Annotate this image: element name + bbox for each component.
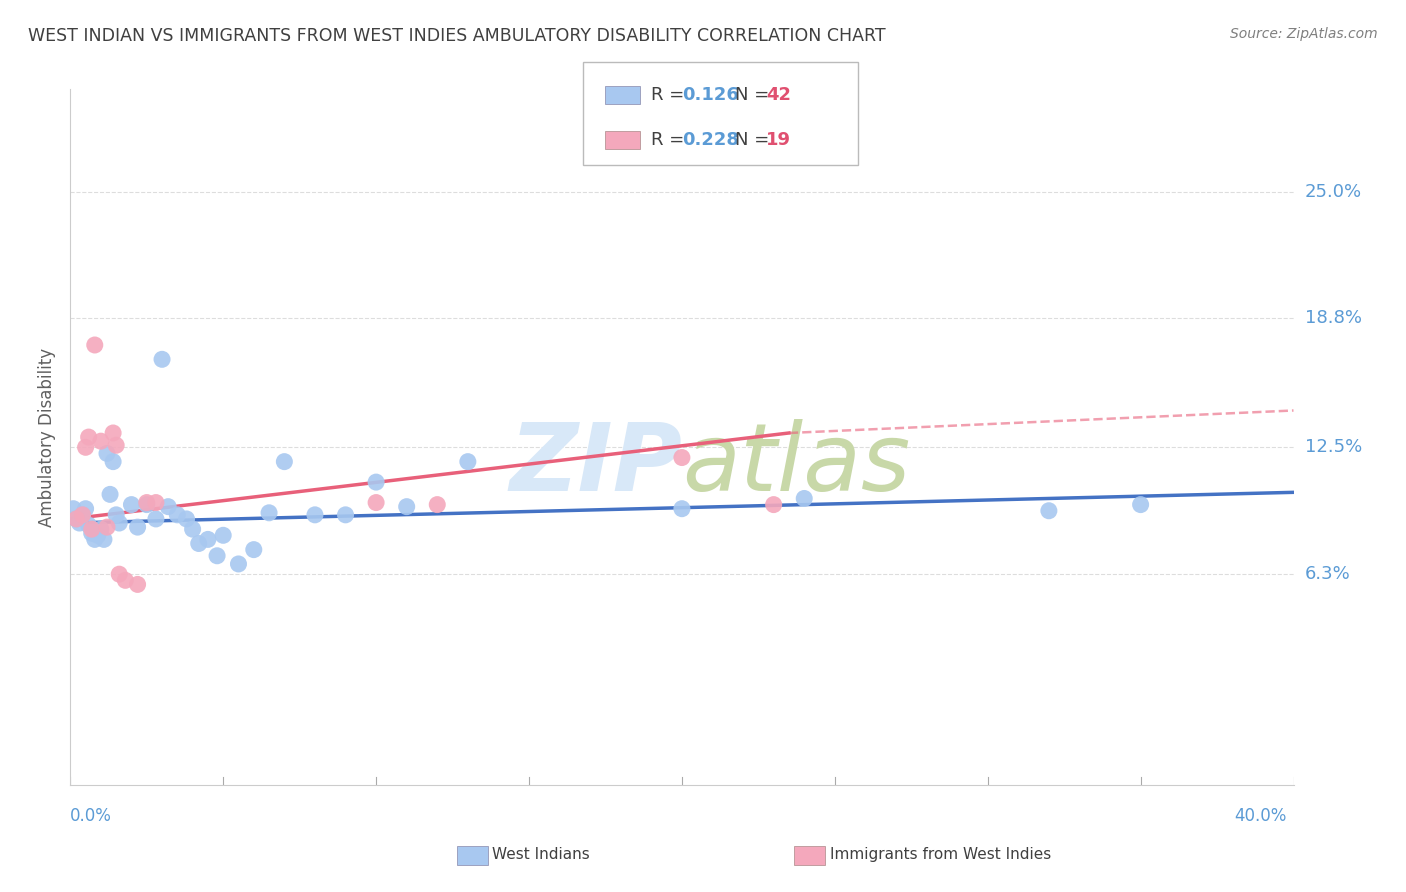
Text: atlas: atlas	[682, 419, 910, 510]
Point	[77, 518, 100, 533]
Text: 19: 19	[766, 131, 792, 149]
Point	[127, 577, 149, 591]
Point	[87, 528, 110, 542]
Point	[366, 495, 388, 509]
Point	[62, 501, 84, 516]
Point	[205, 549, 228, 563]
Point	[304, 508, 326, 522]
Text: R =: R =	[651, 131, 690, 149]
Point	[72, 508, 94, 522]
Text: N =: N =	[735, 131, 775, 149]
Point	[273, 455, 295, 469]
Point	[93, 533, 115, 547]
Text: 0.228: 0.228	[682, 131, 740, 149]
Y-axis label: Ambulatory Disability: Ambulatory Disability	[38, 348, 56, 526]
Text: N =: N =	[735, 86, 775, 104]
Text: ZIP: ZIP	[509, 419, 682, 511]
Point	[457, 455, 479, 469]
Point	[90, 434, 112, 449]
Point	[96, 446, 118, 460]
Text: Source: ZipAtlas.com: Source: ZipAtlas.com	[1230, 27, 1378, 41]
Point	[83, 533, 105, 547]
Point	[1129, 498, 1152, 512]
Point	[145, 512, 167, 526]
Point	[90, 522, 112, 536]
Point	[83, 338, 105, 352]
Point	[145, 495, 167, 509]
Point	[98, 487, 121, 501]
Point	[135, 495, 157, 509]
Point	[77, 430, 100, 444]
Point	[1038, 504, 1060, 518]
Point	[80, 526, 103, 541]
Text: WEST INDIAN VS IMMIGRANTS FROM WEST INDIES AMBULATORY DISABILITY CORRELATION CHA: WEST INDIAN VS IMMIGRANTS FROM WEST INDI…	[28, 27, 886, 45]
Point	[395, 500, 418, 514]
Point	[75, 501, 97, 516]
Point	[75, 440, 97, 454]
Point	[793, 491, 815, 506]
Point	[121, 498, 143, 512]
Point	[197, 533, 219, 547]
Point	[212, 528, 235, 542]
Point	[108, 567, 131, 582]
Text: West Indians: West Indians	[492, 847, 591, 862]
Point	[366, 475, 388, 489]
Point	[114, 574, 136, 588]
Point	[96, 520, 118, 534]
Point	[187, 536, 209, 550]
Text: 40.0%: 40.0%	[1234, 807, 1286, 825]
Point	[426, 498, 449, 512]
Point	[105, 508, 128, 522]
Text: 0.126: 0.126	[682, 86, 738, 104]
Point	[65, 512, 87, 526]
Point	[762, 498, 785, 512]
Point	[150, 352, 173, 367]
Point	[127, 520, 149, 534]
Text: 25.0%: 25.0%	[1305, 183, 1362, 201]
Text: 12.5%: 12.5%	[1305, 438, 1362, 457]
Point	[166, 508, 188, 522]
Point	[671, 450, 693, 465]
Point	[135, 498, 157, 512]
Point	[101, 455, 124, 469]
Point	[243, 542, 266, 557]
Point	[176, 512, 198, 526]
Point	[105, 438, 128, 452]
Point	[72, 508, 94, 522]
Text: 0.0%: 0.0%	[70, 807, 112, 825]
Point	[671, 501, 693, 516]
Point	[65, 512, 87, 526]
Point	[69, 516, 91, 530]
Point	[335, 508, 357, 522]
Point	[228, 557, 250, 571]
Point	[257, 506, 280, 520]
Text: 6.3%: 6.3%	[1305, 566, 1350, 583]
Point	[108, 516, 131, 530]
Text: 18.8%: 18.8%	[1305, 310, 1361, 327]
Text: R =: R =	[651, 86, 690, 104]
Point	[101, 425, 124, 440]
Text: Immigrants from West Indies: Immigrants from West Indies	[830, 847, 1050, 862]
Point	[181, 522, 204, 536]
Point	[157, 500, 180, 514]
Text: 42: 42	[766, 86, 792, 104]
Point	[80, 522, 103, 536]
